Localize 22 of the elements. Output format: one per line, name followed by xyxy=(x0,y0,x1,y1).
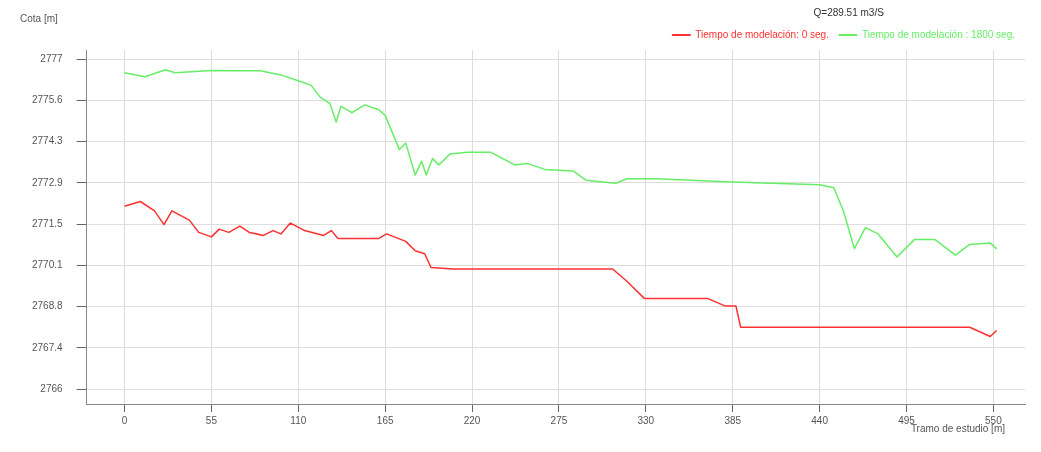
x-tick-label: 110 xyxy=(290,414,307,426)
y-tick-label: 2770.1 xyxy=(31,259,64,270)
y-tick-label: 2768.8 xyxy=(31,300,64,312)
y-tick-label: 2775.6 xyxy=(31,94,64,105)
legend-label: Tiempo de modelación : 1800 seg. xyxy=(861,28,1016,40)
y-tick-label: 2771.5 xyxy=(31,217,64,229)
y-tick-label: 2767.4 xyxy=(31,341,64,353)
x-tick-label: 0 xyxy=(121,414,128,426)
legend-title: Q=289.51 m3/S xyxy=(813,6,885,18)
legend-label: Tiempo de modelación: 0 seg. xyxy=(695,28,829,40)
x-tick-label: 330 xyxy=(637,414,655,426)
x-tick-label: 275 xyxy=(550,414,568,426)
y-axis-title: Cota [m] xyxy=(20,12,59,24)
y-tick-label: 2766 xyxy=(40,382,64,394)
x-tick-label: 440 xyxy=(811,414,829,426)
y-tick-label: 2774.3 xyxy=(31,135,64,147)
y-tick-label: 2777 xyxy=(40,52,64,64)
x-tick-label: 385 xyxy=(724,414,742,426)
x-tick-label: 165 xyxy=(376,414,394,426)
y-tick-label: 2772.9 xyxy=(31,176,64,188)
x-tick-label: 55 xyxy=(205,414,218,426)
x-tick-label: 220 xyxy=(463,414,481,426)
